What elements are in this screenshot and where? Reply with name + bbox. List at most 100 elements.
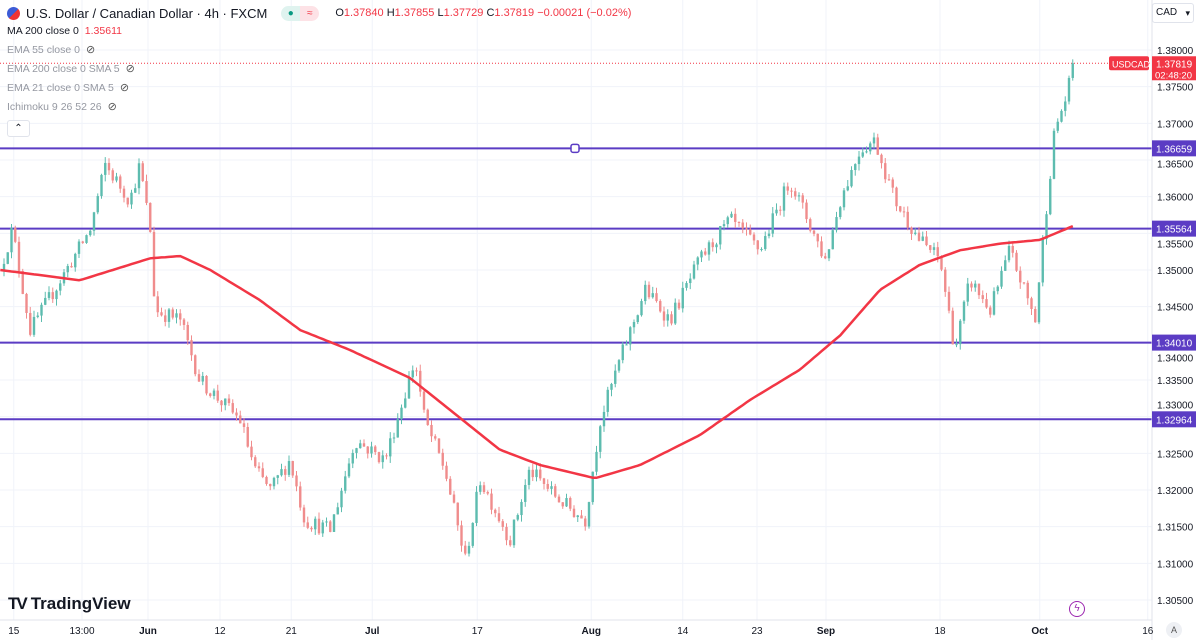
indicator-ema21[interactable]: EMA 21 close 0 SMA 5 ⊘ bbox=[7, 79, 631, 98]
candle-down bbox=[970, 283, 973, 288]
price-tick-label: 1.37500 bbox=[1157, 83, 1194, 94]
candle-up bbox=[914, 232, 917, 234]
status-pill[interactable]: ● ≈ bbox=[281, 5, 320, 21]
candle-up bbox=[32, 316, 36, 335]
candle-down bbox=[899, 206, 902, 212]
candle-down bbox=[902, 211, 906, 213]
eye-hidden-icon[interactable]: ⊘ bbox=[85, 44, 96, 56]
candle-up bbox=[932, 247, 936, 250]
candle-down bbox=[786, 186, 789, 191]
candle-down bbox=[81, 241, 84, 243]
candle-up bbox=[614, 370, 617, 384]
indicator-ma200[interactable]: MA 200 close 0 1.35611 bbox=[7, 25, 122, 37]
candle-down bbox=[239, 415, 242, 424]
candle-down bbox=[647, 284, 651, 298]
indicator-ema55[interactable]: EMA 55 close 0 ⊘ bbox=[7, 41, 631, 60]
candle-up bbox=[10, 227, 13, 253]
candle-up bbox=[344, 476, 347, 491]
indicator-ema200[interactable]: EMA 200 close 0 SMA 5 ⊘ bbox=[7, 60, 631, 79]
candle-up bbox=[707, 242, 711, 255]
symbol-title[interactable]: U.S. Dollar / Canadian Dollar · 4h · FXC… bbox=[26, 5, 268, 21]
eye-hidden-icon[interactable]: ⊘ bbox=[119, 82, 130, 94]
time-tick-label: Oct bbox=[1031, 626, 1048, 637]
candle-up bbox=[726, 217, 729, 225]
candle-up bbox=[355, 448, 358, 453]
candle-up bbox=[962, 301, 966, 321]
candle-down bbox=[302, 507, 306, 523]
candle-up bbox=[722, 224, 726, 227]
candle-up bbox=[644, 284, 647, 302]
candle-down bbox=[820, 241, 823, 257]
candle-down bbox=[1011, 245, 1014, 253]
candle-down bbox=[816, 233, 819, 242]
level-price-tag bbox=[1152, 334, 1196, 351]
candle-down bbox=[790, 190, 793, 192]
candle-up bbox=[865, 151, 868, 153]
candle-up bbox=[1037, 282, 1041, 323]
last-price-tag bbox=[1152, 56, 1196, 81]
usdcad-flag-icon bbox=[7, 6, 20, 20]
candle-down bbox=[111, 170, 114, 181]
candle-up bbox=[359, 443, 362, 449]
candle-up bbox=[389, 438, 392, 457]
candle-up bbox=[842, 190, 846, 208]
price-tick-label: 1.30500 bbox=[1157, 596, 1194, 607]
indicator-ichimoku[interactable]: Ichimoku 9 26 52 26 ⊘ bbox=[7, 98, 631, 117]
time-tick-label: Aug bbox=[582, 626, 601, 637]
candle-down bbox=[1030, 298, 1033, 309]
candle-up bbox=[77, 241, 81, 254]
auto-scale-button[interactable]: A bbox=[1166, 622, 1182, 638]
eye-hidden-icon[interactable]: ⊘ bbox=[125, 63, 135, 75]
eye-hidden-icon[interactable]: ⊘ bbox=[107, 101, 117, 113]
price-tick-label: 1.32500 bbox=[1157, 449, 1194, 460]
candle-down bbox=[929, 245, 932, 250]
candle-up bbox=[974, 283, 977, 288]
candle-up bbox=[55, 290, 58, 300]
candle-up bbox=[407, 377, 411, 399]
candle-up bbox=[861, 152, 864, 157]
collapse-legend-button[interactable]: ⌃ bbox=[7, 120, 30, 137]
candle-down bbox=[1015, 252, 1018, 271]
candle-up bbox=[347, 463, 351, 477]
candle-up bbox=[959, 320, 962, 345]
tradingview-logo[interactable]: TV TradingView bbox=[8, 594, 131, 614]
price-axis[interactable]: 1.30500 1.31000 1.31500 1.32000 1.32500 1.330… bbox=[1157, 46, 1194, 607]
price-tick-label: 1.32000 bbox=[1157, 486, 1194, 497]
candle-up bbox=[325, 521, 328, 523]
candle-down bbox=[580, 515, 583, 519]
candle-up bbox=[651, 293, 654, 298]
candle-down bbox=[584, 518, 587, 527]
candle-down bbox=[561, 502, 564, 507]
candle-down bbox=[749, 229, 752, 235]
candle-down bbox=[250, 446, 253, 458]
candle-down bbox=[430, 424, 433, 437]
candle-up bbox=[512, 519, 516, 546]
level-price-label: 1.34010 bbox=[1156, 339, 1193, 350]
candle-up bbox=[797, 195, 801, 197]
candle-up bbox=[340, 490, 343, 508]
candle-down bbox=[122, 188, 126, 198]
candle-down bbox=[377, 452, 381, 463]
candle-up bbox=[134, 188, 137, 193]
ma200-line-group bbox=[0, 224, 1074, 480]
candle-down bbox=[794, 191, 797, 197]
candle-up bbox=[617, 360, 621, 371]
ma200-line bbox=[0, 224, 1074, 480]
candle-up bbox=[104, 162, 107, 175]
candle-down bbox=[925, 236, 928, 246]
time-axis[interactable]: 15 13:00 Jun 12 21 Jul 17 Aug 14 23 Sep 18 Oct 16 bbox=[8, 626, 1154, 637]
candle-up bbox=[760, 249, 763, 251]
horizontal-levels[interactable] bbox=[0, 143, 1152, 421]
level-price-tag bbox=[1152, 411, 1196, 428]
currency-select[interactable]: CAD bbox=[1152, 3, 1194, 23]
candle-up bbox=[92, 212, 96, 231]
candle-down bbox=[734, 213, 737, 222]
candle-up bbox=[550, 486, 553, 489]
candle-up bbox=[775, 209, 778, 214]
symbol-tag-label: USDCAD bbox=[1112, 59, 1151, 69]
candle-down bbox=[824, 256, 827, 259]
flash-icon[interactable]: ϟ bbox=[1069, 601, 1085, 617]
candle-down bbox=[464, 545, 467, 554]
candle-down bbox=[366, 446, 369, 454]
